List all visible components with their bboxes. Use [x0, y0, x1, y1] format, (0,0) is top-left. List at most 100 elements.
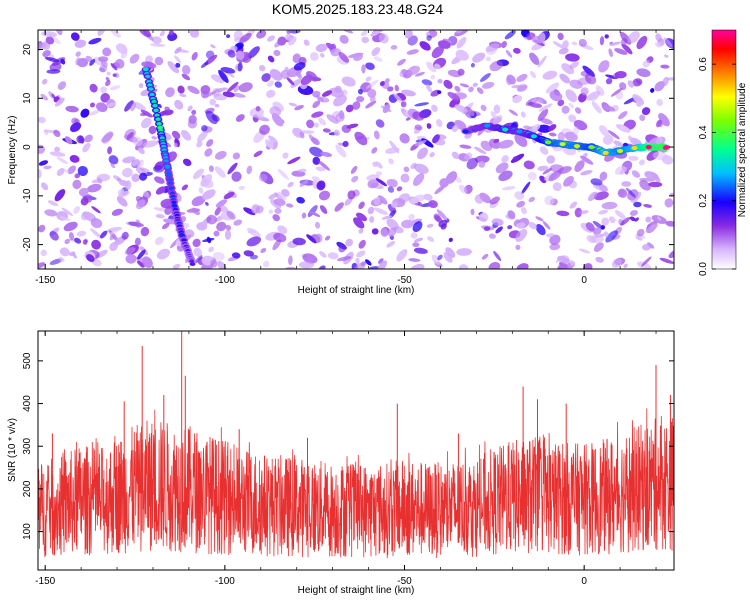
horizontal-track-point [462, 129, 469, 134]
speckle [268, 209, 274, 214]
speckle [129, 53, 140, 64]
speckle [613, 140, 624, 147]
speckle [311, 176, 321, 181]
speckle [264, 139, 274, 149]
speckle [154, 236, 164, 246]
speckle [69, 251, 76, 256]
speckle [516, 83, 528, 92]
speckle [141, 256, 153, 268]
speckle [619, 166, 628, 175]
speckle [298, 261, 315, 269]
speckle [250, 254, 258, 260]
speckle [206, 139, 214, 147]
speckle [556, 210, 570, 217]
speckle [73, 206, 81, 214]
speckle [434, 63, 441, 70]
speckle [564, 131, 578, 142]
speckle [174, 99, 184, 110]
speckle [447, 91, 461, 102]
speckle [350, 165, 358, 174]
speckle [139, 167, 150, 172]
speckle [585, 222, 595, 232]
speckle [468, 86, 474, 93]
speckle [629, 209, 638, 217]
speckle [274, 81, 283, 88]
speckle [542, 70, 558, 80]
speckle [549, 243, 561, 251]
speckle [451, 124, 459, 133]
speckle [593, 191, 609, 201]
speckle [635, 236, 643, 241]
speckle [633, 201, 642, 208]
speckle [202, 91, 217, 98]
speckle [631, 170, 641, 178]
speckle [400, 101, 407, 108]
speckle [226, 34, 231, 39]
speckle [397, 58, 406, 66]
speckle [137, 249, 146, 260]
speckle [180, 129, 192, 141]
speckle [320, 151, 333, 157]
speckle [537, 165, 549, 171]
speckle [272, 239, 281, 251]
speckle [574, 160, 585, 172]
speckle [57, 81, 67, 90]
speckle [345, 104, 354, 113]
speckle [155, 213, 165, 219]
speckle [367, 266, 379, 269]
speckle [474, 146, 487, 155]
speckle [236, 50, 245, 60]
speckle [361, 36, 369, 44]
speckle [197, 130, 208, 143]
speckle [326, 114, 339, 124]
speckle [49, 258, 63, 265]
speckle [354, 131, 368, 146]
speckle [507, 225, 513, 230]
speckle [45, 36, 55, 45]
speckle [100, 59, 108, 68]
speckle [401, 219, 414, 229]
speckle [139, 172, 148, 181]
speckle [282, 152, 289, 159]
speckle [361, 64, 366, 74]
speckle [111, 208, 123, 216]
speckle [569, 260, 575, 266]
speckle [121, 231, 129, 240]
speckle [357, 88, 363, 95]
horizontal-track-point [502, 127, 509, 132]
speckle [216, 199, 228, 208]
speckle [162, 109, 174, 116]
speckle [400, 173, 410, 183]
speckle [605, 78, 613, 85]
colorbar-ticks: 0.0 0.2 0.4 0.6 [698, 57, 736, 276]
speckle [214, 207, 222, 216]
speckle [548, 132, 557, 137]
speckle [42, 78, 48, 85]
speckle [209, 98, 216, 106]
speckle [371, 47, 381, 57]
speckle [86, 183, 102, 193]
speckle [372, 161, 378, 168]
speckle [373, 130, 380, 140]
horizontal-track-point [617, 149, 624, 153]
speckle [366, 79, 379, 89]
speckle [386, 179, 398, 188]
speckle [489, 60, 503, 72]
speckle [528, 196, 536, 203]
speckle [325, 42, 336, 51]
speckle [277, 225, 288, 235]
speckle [232, 152, 241, 160]
diagonal-track-point [171, 203, 178, 208]
speckle [122, 156, 136, 164]
speckle [410, 232, 418, 239]
speckle [274, 40, 282, 48]
speckle [546, 233, 555, 238]
speckle [337, 256, 352, 262]
speckle [388, 158, 394, 165]
speckle [437, 254, 443, 261]
speckle [459, 144, 472, 149]
x-tick-label: 0 [581, 275, 587, 286]
speckle [598, 209, 609, 215]
speckle [598, 60, 610, 73]
speckle [376, 171, 383, 176]
